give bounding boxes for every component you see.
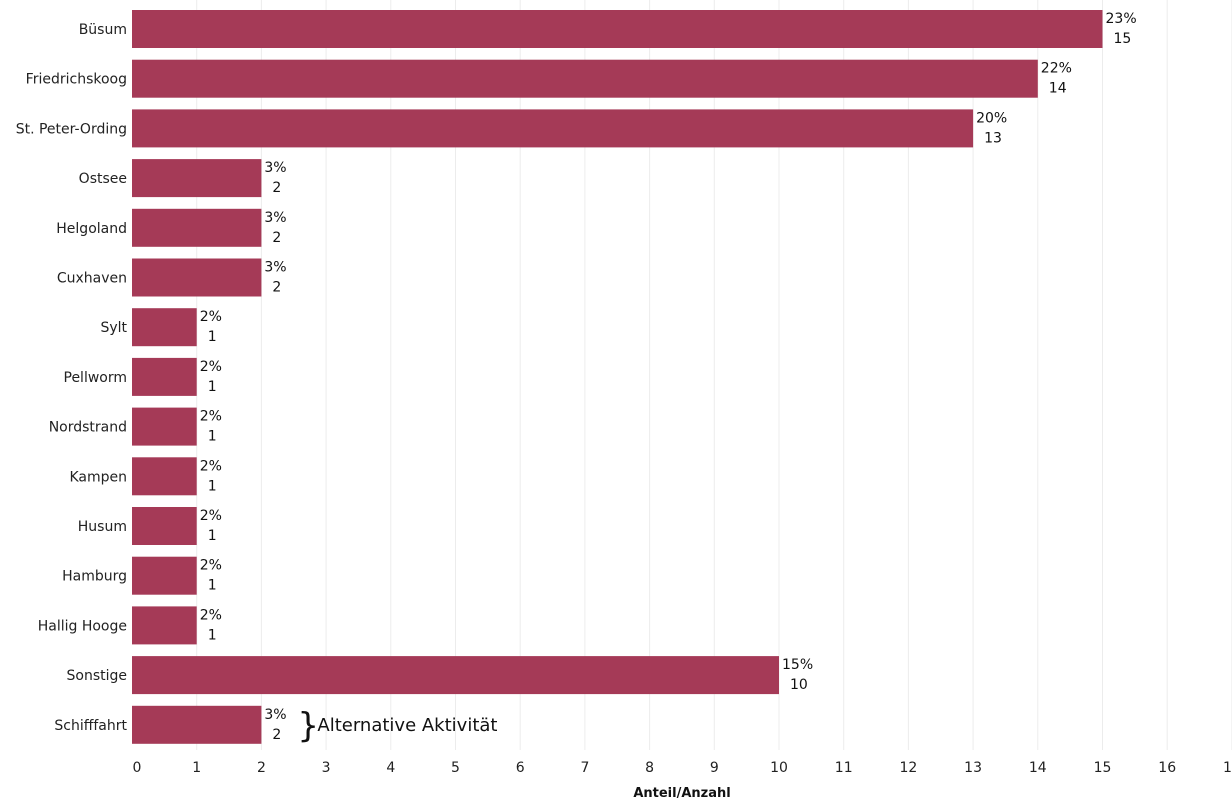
x-tick-17: 17 xyxy=(1223,760,1232,776)
percent-label-4: 3% xyxy=(264,210,286,226)
percent-label-10: 2% xyxy=(200,508,222,524)
percent-label-11: 2% xyxy=(200,558,222,574)
bar-10 xyxy=(132,507,197,545)
count-label-3: 2 xyxy=(272,180,281,196)
percent-label-12: 2% xyxy=(200,607,222,623)
category-label-2: St. Peter-Ording xyxy=(16,121,127,137)
category-label-6: Sylt xyxy=(100,320,127,336)
x-tick-6: 6 xyxy=(516,760,525,776)
category-label-11: Hamburg xyxy=(62,569,127,585)
x-tick-12: 12 xyxy=(899,760,917,776)
percent-label-0: 23% xyxy=(1106,11,1137,27)
x-tick-4: 4 xyxy=(386,760,395,776)
percent-label-1: 22% xyxy=(1041,61,1072,77)
count-label-5: 2 xyxy=(272,280,281,296)
category-label-8: Nordstrand xyxy=(49,420,127,436)
x-tick-7: 7 xyxy=(580,760,589,776)
bar-8 xyxy=(132,407,197,446)
count-label-0: 15 xyxy=(1114,31,1132,47)
percent-label-14: 3% xyxy=(264,707,286,723)
category-label-9: Kampen xyxy=(69,469,127,485)
count-label-7: 1 xyxy=(208,379,217,395)
percent-label-3: 3% xyxy=(264,160,286,176)
x-tick-16: 16 xyxy=(1158,760,1176,776)
category-label-7: Pellworm xyxy=(64,370,128,386)
category-label-3: Ostsee xyxy=(79,171,127,187)
x-tick-0: 0 xyxy=(133,760,142,776)
x-tick-2: 2 xyxy=(257,760,266,776)
count-label-6: 1 xyxy=(208,329,217,345)
category-label-4: Helgoland xyxy=(56,221,127,237)
brace-icon: } xyxy=(297,706,319,746)
x-tick-10: 10 xyxy=(770,760,788,776)
bar-3 xyxy=(132,159,262,198)
x-tick-labels: 01234567891011121314151617 xyxy=(133,760,1232,776)
category-label-10: Husum xyxy=(78,519,127,535)
category-label-13: Sonstige xyxy=(67,668,128,684)
x-tick-9: 9 xyxy=(710,760,719,776)
x-tick-13: 13 xyxy=(964,760,982,776)
count-label-12: 1 xyxy=(208,627,217,643)
percent-label-8: 2% xyxy=(200,409,222,425)
category-label-1: Friedrichskoog xyxy=(26,72,127,88)
count-label-13: 10 xyxy=(790,677,808,693)
category-labels: Büsum Friedrichskoog St. Peter-Ording Ostse… xyxy=(16,22,128,734)
category-label-5: Cuxhaven xyxy=(57,271,127,287)
x-axis-title: Anteil/Anzahl xyxy=(633,786,730,801)
count-label-14: 2 xyxy=(272,727,281,743)
bar-7 xyxy=(132,357,197,396)
category-label-0: Büsum xyxy=(79,22,127,38)
bar-1 xyxy=(132,59,1038,98)
bar-4 xyxy=(132,208,262,247)
annotations: }Alternative Aktivität xyxy=(297,706,497,746)
x-tick-8: 8 xyxy=(645,760,654,776)
count-label-10: 1 xyxy=(208,528,217,544)
percent-label-6: 2% xyxy=(200,309,222,325)
bar-13 xyxy=(132,656,779,695)
bar-11 xyxy=(132,556,197,595)
annotation-text: Alternative Aktivität xyxy=(317,715,497,736)
percent-label-13: 15% xyxy=(782,657,813,673)
bar-9 xyxy=(132,457,197,496)
count-label-8: 1 xyxy=(208,429,217,445)
bar-12 xyxy=(132,606,197,645)
bar-5 xyxy=(132,258,262,297)
count-label-11: 1 xyxy=(208,578,217,594)
count-label-1: 14 xyxy=(1049,81,1067,97)
bars xyxy=(132,10,1103,744)
category-label-14: Schifffahrt xyxy=(54,718,127,734)
bar-14 xyxy=(132,705,262,744)
percent-label-7: 2% xyxy=(200,359,222,375)
value-labels: 23%1522%1420%133%23%23%22%12%12%12%12%12… xyxy=(200,11,1137,743)
percent-label-9: 2% xyxy=(200,458,222,474)
bar-0 xyxy=(132,10,1103,48)
count-label-4: 2 xyxy=(272,230,281,246)
bar-2 xyxy=(132,109,974,148)
x-tick-11: 11 xyxy=(835,760,853,776)
x-tick-14: 14 xyxy=(1029,760,1047,776)
x-tick-5: 5 xyxy=(451,760,460,776)
count-label-9: 1 xyxy=(208,478,217,494)
bar-6 xyxy=(132,308,197,347)
category-label-12: Hallig Hooge xyxy=(38,618,127,634)
x-tick-15: 15 xyxy=(1094,760,1112,776)
count-label-2: 13 xyxy=(984,130,1002,146)
percent-label-5: 3% xyxy=(264,260,286,276)
x-tick-1: 1 xyxy=(192,760,201,776)
x-tick-3: 3 xyxy=(322,760,331,776)
percent-label-2: 20% xyxy=(976,110,1007,126)
